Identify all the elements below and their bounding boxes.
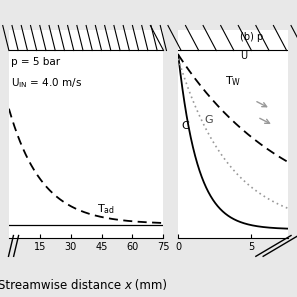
Text: T$_{\mathrm{ad}}$: T$_{\mathrm{ad}}$	[97, 203, 115, 217]
Text: Streamwise distance: Streamwise distance	[0, 279, 125, 292]
Text: U: U	[240, 51, 247, 61]
Text: (b) p: (b) p	[240, 32, 263, 42]
Text: (mm): (mm)	[131, 279, 167, 292]
Text: C: C	[182, 121, 189, 132]
Text: T$_{\mathrm{W}}$: T$_{\mathrm{W}}$	[225, 74, 241, 88]
Text: G: G	[205, 115, 213, 125]
Text: x: x	[125, 279, 132, 292]
Text: U$_{\mathrm{IN}}$ = 4.0 m/s: U$_{\mathrm{IN}}$ = 4.0 m/s	[11, 76, 82, 90]
Text: p = 5 bar: p = 5 bar	[11, 57, 60, 67]
